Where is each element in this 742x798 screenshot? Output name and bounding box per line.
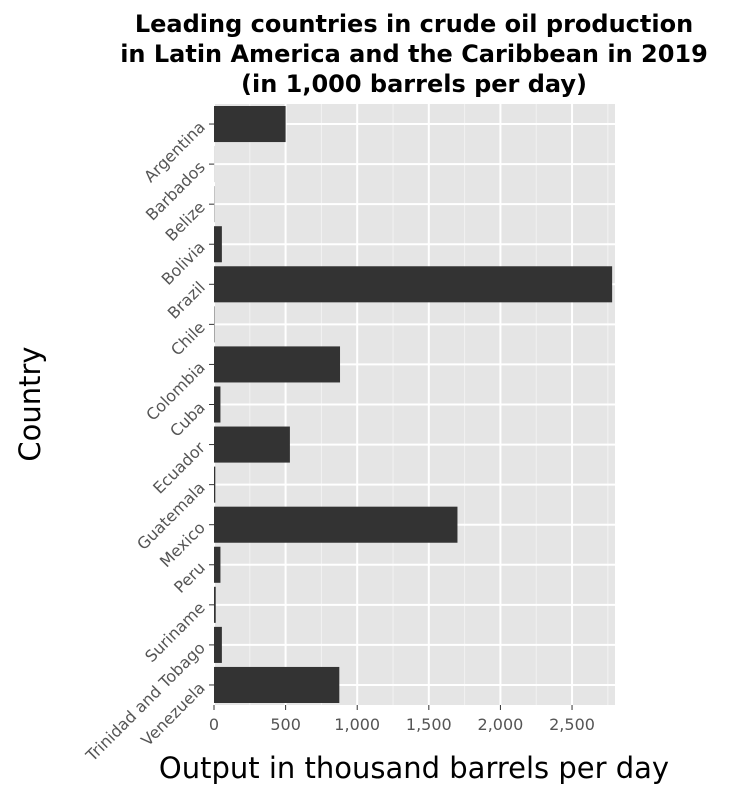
y-axis-ticks: ArgentinaBarbadosBelizeBoliviaBrazilChil… bbox=[81, 117, 214, 766]
x-tick-label: 0 bbox=[209, 715, 219, 734]
bar-argentina bbox=[214, 106, 286, 143]
grid-lines bbox=[213, 104, 615, 705]
x-axis-title: Output in thousand barrels per day bbox=[159, 751, 669, 785]
bar-peru bbox=[214, 546, 221, 583]
x-axis-ticks: 0 500 1,000 1,500 2,000 2,500 bbox=[209, 705, 595, 734]
bar-ecuador bbox=[214, 426, 290, 463]
bar-colombia bbox=[214, 346, 341, 383]
bar-venezuela bbox=[214, 666, 340, 703]
x-tick-label: 1,000 bbox=[334, 715, 380, 734]
bars bbox=[214, 106, 613, 703]
bar-cuba bbox=[214, 386, 221, 423]
chart-title: Leading countries in crude oil productio… bbox=[120, 10, 708, 98]
bar-bolivia bbox=[214, 226, 222, 263]
y-axis-title: Country bbox=[13, 346, 47, 461]
bar-suriname bbox=[214, 586, 216, 623]
x-tick-label: 500 bbox=[270, 715, 301, 734]
bar-trinidad-and-tobago bbox=[214, 626, 222, 663]
chart-title-line-3: (in 1,000 barrels per day) bbox=[241, 70, 587, 98]
chart-title-line-2: in Latin America and the Caribbean in 20… bbox=[120, 40, 708, 68]
bar-mexico bbox=[214, 506, 458, 543]
chart-title-line-1: Leading countries in crude oil productio… bbox=[135, 10, 693, 38]
x-tick-label: 2,500 bbox=[549, 715, 595, 734]
y-tick-label: Chile bbox=[167, 318, 209, 360]
x-tick-label: 2,000 bbox=[478, 715, 524, 734]
x-tick-label: 1,500 bbox=[406, 715, 452, 734]
bar-guatemala bbox=[214, 466, 216, 503]
bar-brazil bbox=[214, 266, 613, 303]
y-tick-label: Bolivia bbox=[158, 238, 209, 289]
